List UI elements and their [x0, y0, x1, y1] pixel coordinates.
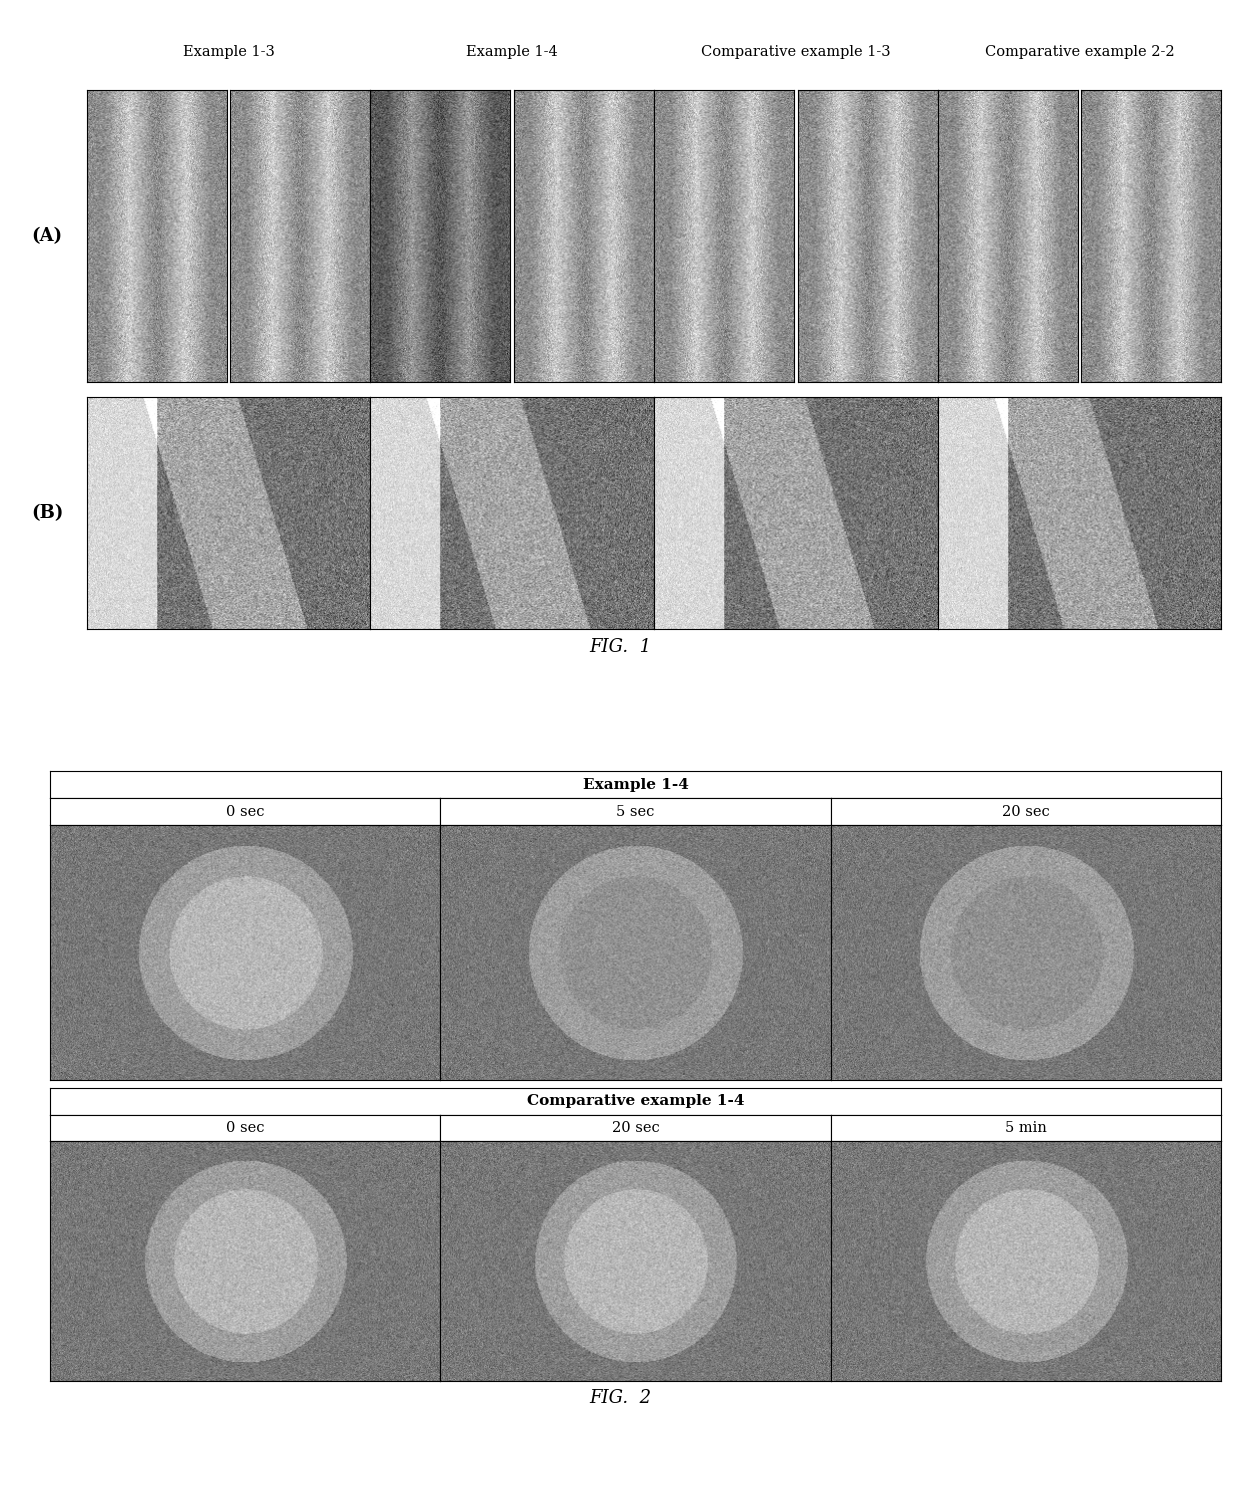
- Text: 5 min: 5 min: [1006, 1121, 1047, 1135]
- Text: Example 1-4: Example 1-4: [466, 45, 558, 58]
- Text: Comparative example 1-3: Comparative example 1-3: [701, 45, 890, 58]
- Text: 0 sec: 0 sec: [226, 1121, 264, 1135]
- Text: 20 sec: 20 sec: [1002, 804, 1050, 819]
- Text: Example 1-4: Example 1-4: [583, 777, 688, 792]
- Text: Comparative example 1-4: Comparative example 1-4: [527, 1094, 744, 1109]
- Text: FIG.  2: FIG. 2: [589, 1389, 651, 1407]
- Text: 5 sec: 5 sec: [616, 804, 655, 819]
- Text: 0 sec: 0 sec: [226, 804, 264, 819]
- Text: Comparative example 2-2: Comparative example 2-2: [985, 45, 1174, 58]
- Text: (A): (A): [31, 226, 62, 246]
- Text: (B): (B): [31, 503, 63, 523]
- Text: FIG.  1: FIG. 1: [589, 638, 651, 656]
- Text: Example 1-3: Example 1-3: [182, 45, 274, 58]
- Text: 20 sec: 20 sec: [611, 1121, 660, 1135]
